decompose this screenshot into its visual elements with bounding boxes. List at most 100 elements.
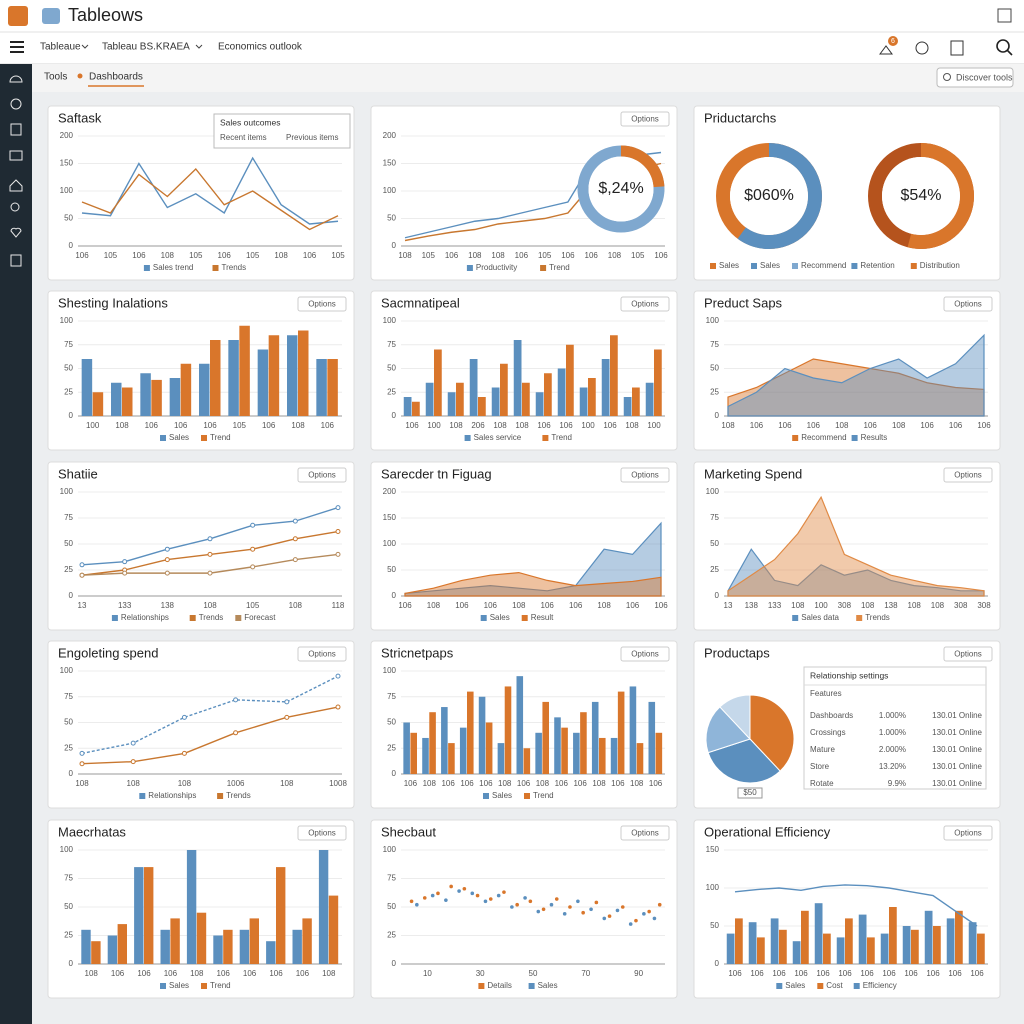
y-tick-label: 150 — [383, 159, 397, 168]
bar — [160, 929, 170, 964]
x-tick-label: 106 — [904, 969, 918, 978]
point — [207, 570, 213, 576]
x-tick-label: 108 — [427, 601, 441, 610]
options-button[interactable] — [620, 646, 670, 662]
x-tick-label: 108 — [178, 779, 192, 788]
y-tick-label: 0 — [69, 959, 74, 968]
legend-label: Sales — [538, 981, 558, 990]
window-icon[interactable] — [997, 8, 1012, 23]
x-tick-label: 106 — [949, 421, 963, 430]
options-button[interactable] — [943, 646, 993, 662]
x-tick-label: 106 — [537, 421, 551, 430]
x-tick-label: 133 — [118, 601, 132, 610]
bar — [629, 686, 637, 774]
bar — [485, 722, 493, 774]
x-tick-label: 106 — [728, 969, 742, 978]
legend-label: Trend — [549, 263, 570, 272]
legend-swatch — [139, 793, 146, 799]
chevron — [195, 44, 203, 49]
x-tick-label: 105 — [538, 251, 552, 260]
settings-icon[interactable] — [915, 41, 929, 55]
y-tick-label: 75 — [387, 874, 396, 883]
nav-item[interactable]: Economics outlook — [218, 42, 303, 53]
y-tick-label: 75 — [710, 340, 719, 349]
search-icon[interactable] — [996, 39, 1010, 53]
scatter-point — [488, 897, 493, 901]
options-button[interactable] — [297, 825, 347, 841]
sidebar-icons[interactable] — [9, 75, 23, 267]
bar — [566, 344, 574, 416]
scatter-point — [554, 897, 559, 901]
table-cell: 130.01 Online — [932, 762, 982, 771]
x-tick-label: 100 — [427, 421, 441, 430]
point — [164, 557, 170, 563]
scatter-point — [628, 922, 633, 926]
info-icon[interactable] — [950, 40, 964, 56]
bar — [239, 325, 250, 416]
breadcrumb[interactable]: Tools — [44, 72, 67, 83]
bar — [186, 850, 197, 964]
options-button[interactable] — [297, 646, 347, 662]
donut-hole — [730, 157, 808, 235]
options-button[interactable] — [297, 467, 347, 483]
bar — [946, 918, 955, 964]
x-tick-label: 308 — [954, 601, 968, 610]
panel-title: Shesting Inalations — [58, 295, 168, 310]
scatter-point — [615, 908, 620, 913]
options-button[interactable] — [620, 111, 670, 127]
options-button[interactable] — [620, 296, 670, 312]
alert-icon[interactable] — [879, 45, 893, 55]
search-box[interactable] — [936, 67, 1014, 88]
legend-swatch — [464, 435, 471, 441]
x-tick-label: 106 — [977, 421, 991, 430]
panel — [693, 290, 1001, 451]
point — [122, 570, 128, 576]
x-tick-label: 30 — [476, 969, 485, 978]
scatter-point — [647, 909, 651, 914]
x-tick-label: 108 — [322, 969, 336, 978]
bar — [213, 935, 223, 964]
nav-item[interactable]: Tableau BS.KRAEA — [102, 42, 190, 53]
options-button[interactable] — [620, 825, 670, 841]
bar — [151, 379, 162, 416]
menu-icon[interactable] — [10, 41, 24, 53]
scatter-point — [422, 896, 427, 900]
bar — [617, 691, 625, 774]
options-button[interactable] — [943, 825, 993, 841]
bar — [425, 382, 434, 416]
legend-label: Recommend — [801, 433, 846, 442]
options-button[interactable] — [297, 296, 347, 312]
bar — [513, 340, 522, 416]
panel-title: Shatiie — [58, 466, 98, 481]
x-tick-label: 106 — [750, 969, 764, 978]
x-tick-label: 106 — [269, 969, 283, 978]
pie-slice — [749, 694, 795, 772]
x-tick-label: 108 — [536, 779, 550, 788]
bar — [302, 918, 312, 964]
scatter-point — [541, 907, 546, 912]
tooltip-line: Previous items — [286, 133, 338, 142]
options-label: Options — [954, 471, 982, 480]
y-tick-label: 0 — [69, 769, 74, 778]
x-tick-label: 108 — [75, 779, 89, 788]
breadcrumb[interactable]: Dashboards — [89, 72, 143, 83]
bar — [92, 392, 104, 416]
x-tick-label: 106 — [145, 421, 159, 430]
point — [181, 714, 187, 720]
legend-swatch — [217, 793, 224, 799]
bar — [523, 748, 531, 774]
x-tick-label: 106 — [455, 601, 469, 610]
y-tick-label: 0 — [715, 411, 720, 420]
nav-item[interactable]: Tableaue — [40, 42, 81, 53]
x-tick-label: 106 — [75, 251, 89, 260]
breadcrumb-bar — [32, 64, 1024, 92]
scatter-point — [409, 899, 414, 904]
y-tick-label: 50 — [64, 214, 73, 223]
options-button[interactable] — [620, 467, 670, 483]
options-button[interactable] — [943, 467, 993, 483]
x-tick-label: 206 — [471, 421, 485, 430]
legend-label: Sales — [492, 791, 512, 800]
table-cell: Crossings — [810, 728, 846, 737]
point — [164, 570, 170, 576]
options-button[interactable] — [943, 296, 993, 312]
